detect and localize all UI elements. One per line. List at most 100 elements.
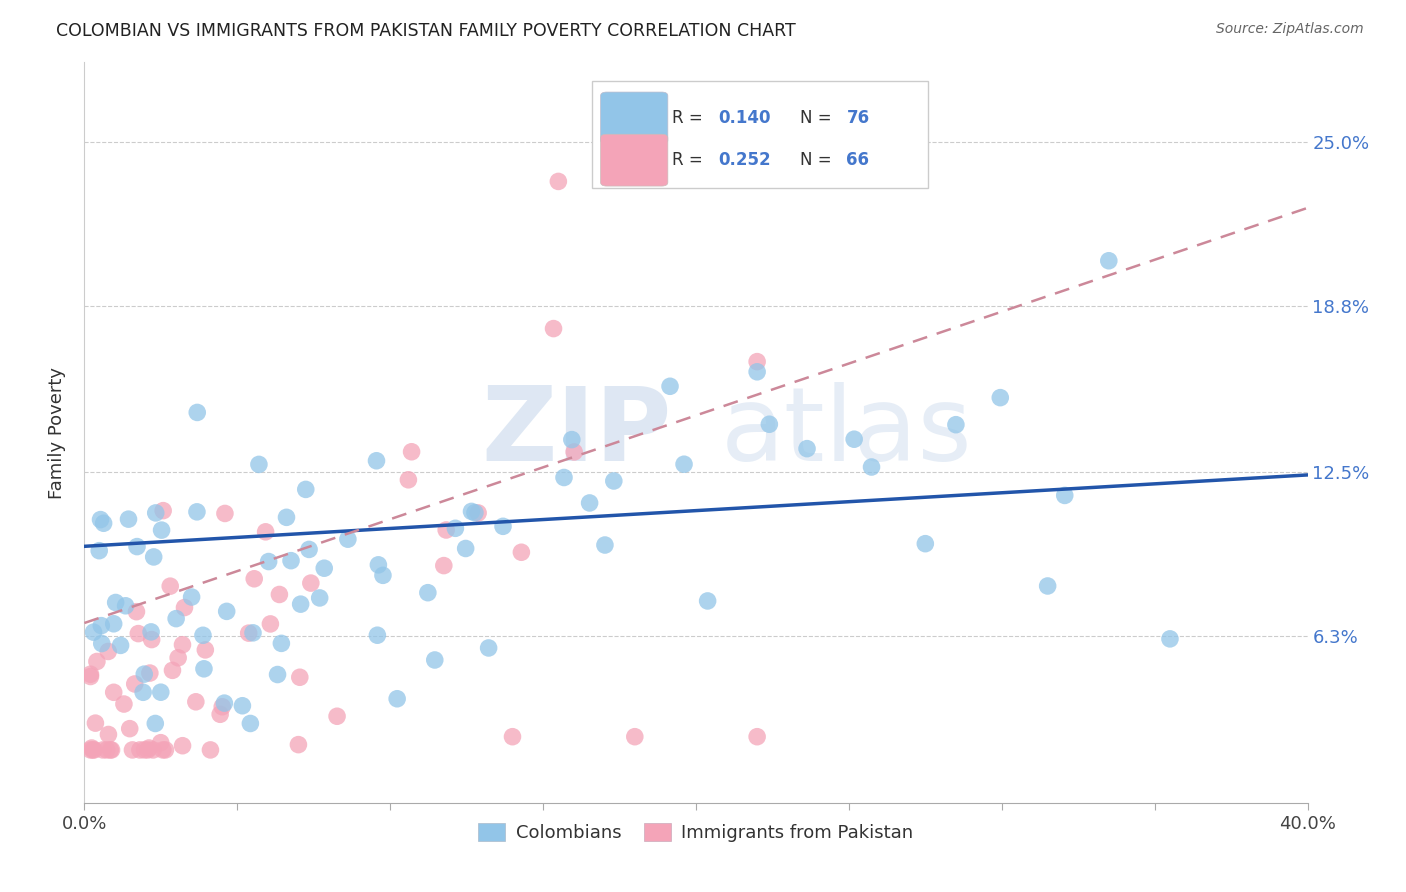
FancyBboxPatch shape bbox=[592, 81, 928, 188]
Colombians bbox=[860, 460, 883, 475]
Colombians bbox=[180, 590, 202, 604]
Colombians bbox=[914, 536, 936, 550]
Colombians bbox=[796, 442, 818, 456]
Immigrants from Pakistan bbox=[510, 545, 533, 559]
Colombians bbox=[90, 618, 112, 632]
Immigrants from Pakistan bbox=[159, 579, 181, 593]
Colombians bbox=[186, 505, 208, 519]
Immigrants from Pakistan bbox=[149, 736, 172, 750]
Immigrants from Pakistan bbox=[624, 730, 647, 744]
FancyBboxPatch shape bbox=[600, 92, 668, 144]
Colombians bbox=[553, 470, 575, 484]
Colombians bbox=[110, 639, 132, 653]
Immigrants from Pakistan bbox=[162, 664, 184, 678]
Colombians bbox=[298, 542, 321, 557]
Immigrants from Pakistan bbox=[467, 506, 489, 520]
Colombians bbox=[593, 538, 616, 552]
Colombians bbox=[134, 667, 156, 681]
Immigrants from Pakistan bbox=[326, 709, 349, 723]
Text: 0.140: 0.140 bbox=[718, 109, 770, 127]
Colombians bbox=[247, 458, 270, 472]
Immigrants from Pakistan bbox=[396, 473, 419, 487]
Colombians bbox=[945, 417, 967, 432]
Text: Source: ZipAtlas.com: Source: ZipAtlas.com bbox=[1216, 22, 1364, 37]
Colombians bbox=[758, 417, 780, 432]
Immigrants from Pakistan bbox=[401, 444, 423, 458]
Colombians bbox=[114, 599, 136, 613]
Immigrants from Pakistan bbox=[254, 524, 277, 539]
Immigrants from Pakistan bbox=[547, 174, 569, 188]
Text: R =: R = bbox=[672, 109, 707, 127]
Colombians bbox=[143, 716, 166, 731]
Colombians bbox=[150, 523, 173, 537]
Colombians bbox=[366, 454, 388, 468]
Immigrants from Pakistan bbox=[287, 738, 309, 752]
Immigrants from Pakistan bbox=[128, 743, 150, 757]
Colombians bbox=[1036, 579, 1059, 593]
Colombians bbox=[308, 591, 330, 605]
Immigrants from Pakistan bbox=[238, 626, 260, 640]
Colombians bbox=[1098, 253, 1121, 268]
Immigrants from Pakistan bbox=[184, 695, 207, 709]
Immigrants from Pakistan bbox=[84, 716, 107, 731]
Immigrants from Pakistan bbox=[86, 655, 108, 669]
Colombians bbox=[294, 483, 316, 497]
Colombians bbox=[454, 541, 477, 556]
Text: COLOMBIAN VS IMMIGRANTS FROM PAKISTAN FAMILY POVERTY CORRELATION CHART: COLOMBIAN VS IMMIGRANTS FROM PAKISTAN FA… bbox=[56, 22, 796, 40]
Immigrants from Pakistan bbox=[211, 699, 233, 714]
Immigrants from Pakistan bbox=[121, 743, 143, 757]
Immigrants from Pakistan bbox=[96, 743, 118, 757]
Immigrants from Pakistan bbox=[112, 697, 135, 711]
Colombians bbox=[561, 433, 583, 447]
Immigrants from Pakistan bbox=[79, 669, 101, 683]
Colombians bbox=[270, 636, 292, 650]
Colombians bbox=[673, 457, 696, 471]
Colombians bbox=[83, 625, 105, 640]
Colombians bbox=[280, 554, 302, 568]
Immigrants from Pakistan bbox=[434, 523, 457, 537]
Colombians bbox=[103, 616, 125, 631]
Text: N =: N = bbox=[800, 109, 837, 127]
Colombians bbox=[145, 506, 167, 520]
Colombians bbox=[239, 716, 262, 731]
Immigrants from Pakistan bbox=[172, 739, 194, 753]
Colombians bbox=[844, 432, 866, 446]
Colombians bbox=[416, 585, 439, 599]
Immigrants from Pakistan bbox=[562, 445, 585, 459]
Immigrants from Pakistan bbox=[79, 667, 101, 681]
Y-axis label: Family Poverty: Family Poverty bbox=[48, 367, 66, 499]
Immigrants from Pakistan bbox=[172, 638, 194, 652]
Text: R =: R = bbox=[672, 151, 707, 169]
Immigrants from Pakistan bbox=[141, 632, 163, 647]
Colombians bbox=[385, 691, 408, 706]
Colombians bbox=[214, 696, 236, 710]
Immigrants from Pakistan bbox=[747, 354, 769, 368]
Immigrants from Pakistan bbox=[80, 741, 103, 756]
Colombians bbox=[460, 504, 482, 518]
Immigrants from Pakistan bbox=[100, 743, 122, 757]
Colombians bbox=[125, 540, 148, 554]
Immigrants from Pakistan bbox=[155, 743, 177, 757]
Colombians bbox=[696, 594, 718, 608]
Colombians bbox=[117, 512, 139, 526]
Immigrants from Pakistan bbox=[124, 677, 146, 691]
Text: 76: 76 bbox=[846, 109, 869, 127]
Immigrants from Pakistan bbox=[152, 743, 174, 757]
Colombians bbox=[93, 516, 115, 531]
Immigrants from Pakistan bbox=[79, 743, 101, 757]
Immigrants from Pakistan bbox=[136, 743, 159, 757]
Immigrants from Pakistan bbox=[214, 507, 236, 521]
Immigrants from Pakistan bbox=[167, 650, 190, 665]
Immigrants from Pakistan bbox=[299, 576, 322, 591]
Colombians bbox=[336, 532, 359, 546]
Immigrants from Pakistan bbox=[139, 666, 162, 681]
Colombians bbox=[314, 561, 336, 575]
Colombians bbox=[104, 595, 127, 609]
Colombians bbox=[423, 653, 446, 667]
Immigrants from Pakistan bbox=[97, 727, 120, 741]
Text: 66: 66 bbox=[846, 151, 869, 169]
Colombians bbox=[603, 474, 626, 488]
Colombians bbox=[90, 636, 112, 650]
Immigrants from Pakistan bbox=[269, 587, 291, 601]
Colombians bbox=[149, 685, 172, 699]
